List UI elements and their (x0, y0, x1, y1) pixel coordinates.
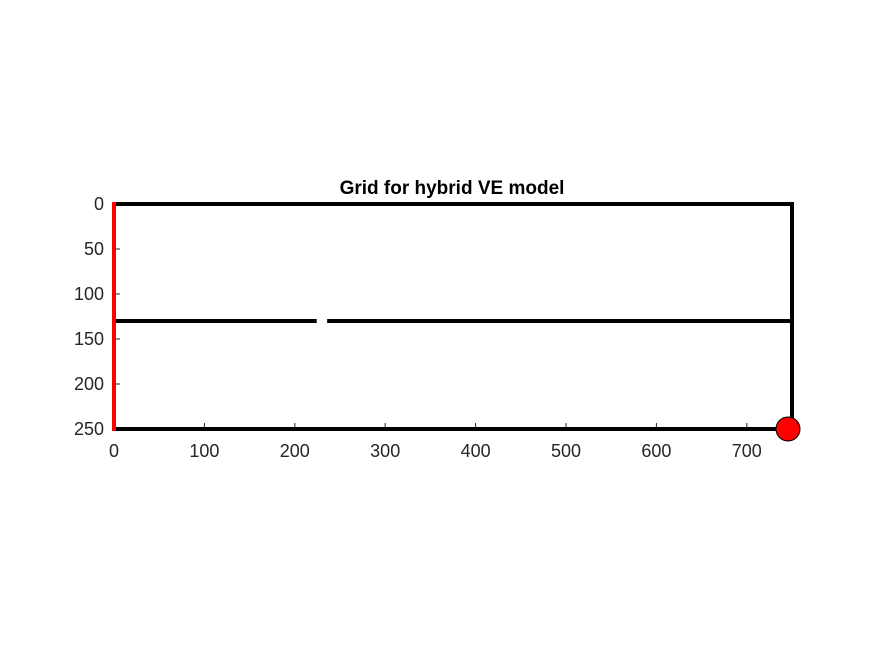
x-tick-label: 200 (280, 441, 310, 461)
axes: 0 100 200 300 400 500 600 700 0 50 100 150 200 250 (74, 194, 801, 461)
y-tick-label: 200 (74, 374, 104, 394)
x-tick-label: 700 (732, 441, 762, 461)
x-tick-label: 0 (109, 441, 119, 461)
y-tick-label: 150 (74, 329, 104, 349)
x-tick-label: 500 (551, 441, 581, 461)
chart-title: Grid for hybrid VE model (340, 178, 565, 199)
y-tick-label: 50 (84, 239, 104, 259)
y-tick-label: 0 (94, 194, 104, 214)
x-tick-label: 300 (370, 441, 400, 461)
x-tick-label: 100 (189, 441, 219, 461)
well-marker (775, 416, 801, 442)
x-tick-label: 400 (461, 441, 491, 461)
x-tick-label: 600 (641, 441, 671, 461)
y-tick-label: 100 (74, 284, 104, 304)
y-tick-label: 250 (74, 419, 104, 439)
